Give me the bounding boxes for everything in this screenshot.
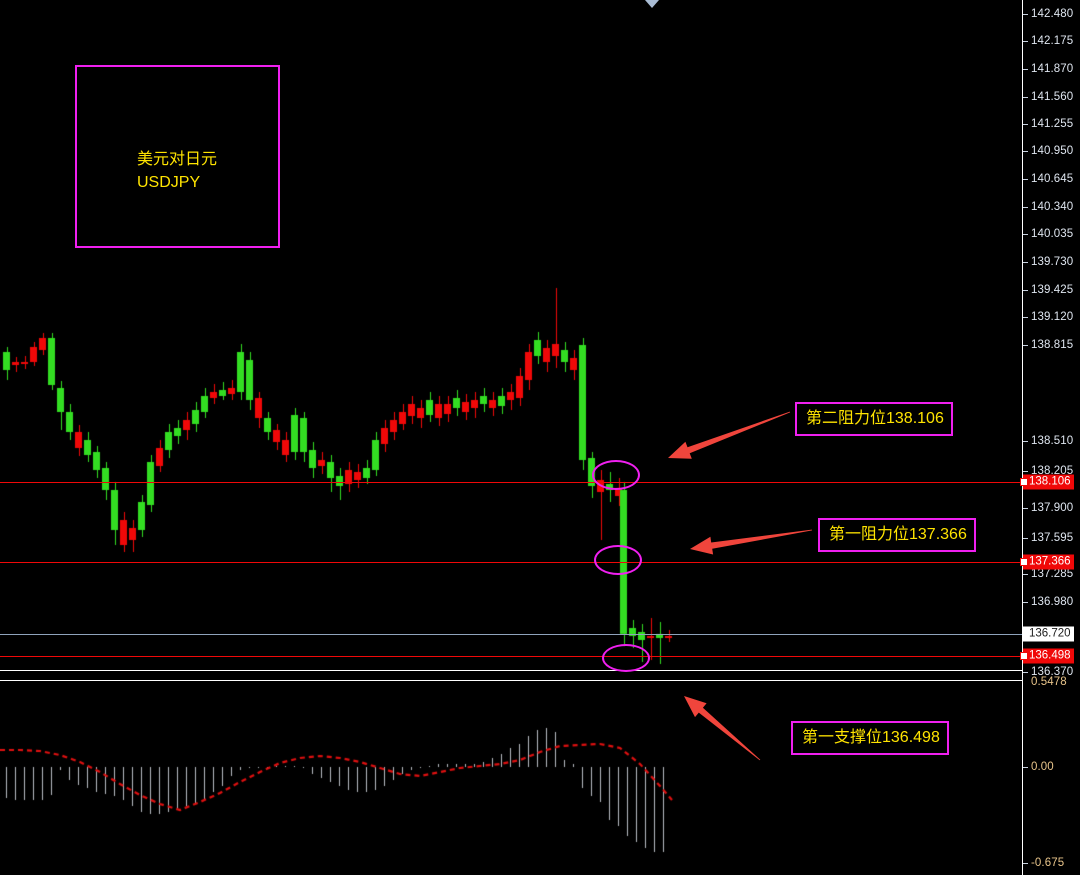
axis-tick-label: 138.205 — [1031, 465, 1074, 477]
indicator-value-label: 0.5478 — [1031, 676, 1067, 688]
axis-tick-label: 138.815 — [1031, 339, 1074, 351]
symbol-title-en: USDJPY — [137, 174, 201, 191]
indicator-axis-tick — [1023, 767, 1028, 768]
price-axis[interactable]: 142.480 142.175 141.870 141.560 141.255 140.9… — [1020, 0, 1080, 875]
axis-tick — [1023, 508, 1028, 509]
axis-tick-label: 139.120 — [1031, 311, 1074, 323]
axis-tick-label: 141.870 — [1031, 63, 1074, 75]
axis-tick — [1023, 290, 1028, 291]
axis-tick-label: 140.340 — [1031, 201, 1074, 213]
axis-tick-label: 139.730 — [1031, 256, 1074, 268]
ellipse-second-resistance — [592, 460, 640, 490]
axis-tick — [1023, 262, 1028, 263]
axis-tick — [1023, 471, 1028, 472]
symbol-title-cn: 美元对日元 — [137, 151, 218, 168]
axis-tick-label: 137.900 — [1031, 502, 1074, 514]
indicator-axis-tick-label: -0.675 — [1031, 857, 1065, 869]
level-line-second-resistance — [0, 482, 1080, 483]
callout-first-support: 第一支撑位136.498 — [791, 721, 949, 755]
axis-tick-label: 136.980 — [1031, 596, 1074, 608]
axis-tick — [1023, 538, 1028, 539]
callout-second-resistance: 第二阻力位138.106 — [795, 402, 953, 436]
axis-tick-label: 142.480 — [1031, 8, 1074, 20]
price-tag-marker — [1020, 478, 1028, 486]
axis-tick — [1023, 124, 1028, 125]
axis-tick — [1023, 14, 1028, 15]
axis-tick-label: 141.255 — [1031, 118, 1074, 130]
axis-tick-label: 138.510 — [1031, 435, 1074, 447]
axis-tick — [1023, 179, 1028, 180]
level-line-current-price — [0, 634, 1080, 635]
axis-tick-label: 139.425 — [1031, 284, 1074, 296]
axis-tick-label: 140.645 — [1031, 173, 1074, 185]
ellipse-first-support — [602, 644, 650, 672]
callout-first-resistance: 第一阻力位137.366 — [818, 518, 976, 552]
axis-tick-label: 137.595 — [1031, 532, 1074, 544]
ellipse-first-resistance — [594, 545, 642, 575]
price-tag[interactable]: 136.498 — [1023, 648, 1074, 664]
level-line-first-support — [0, 656, 1080, 657]
axis-tick-label: 140.035 — [1031, 228, 1074, 240]
axis-tick-label: 137.285 — [1031, 568, 1074, 580]
axis-tick — [1023, 441, 1028, 442]
price-tag-marker — [1020, 652, 1028, 660]
axis-tick — [1023, 317, 1028, 318]
price-tag[interactable]: 137.366 — [1023, 554, 1074, 570]
axis-tick — [1023, 672, 1028, 673]
axis-tick — [1023, 207, 1028, 208]
panel-separator-line — [0, 670, 1080, 671]
level-line-first-resistance — [0, 562, 1080, 563]
indicator-axis-tick-label: 0.00 — [1031, 761, 1054, 773]
panel-separator-line — [0, 680, 1080, 681]
axis-tick-label: 141.560 — [1031, 91, 1074, 103]
axis-tick — [1023, 574, 1028, 575]
axis-tick-label: 142.175 — [1031, 35, 1074, 47]
axis-tick — [1023, 69, 1028, 70]
price-tag-marker — [1020, 558, 1028, 566]
chart-top-marker-icon — [645, 0, 659, 8]
axis-tick — [1023, 234, 1028, 235]
axis-tick — [1023, 602, 1028, 603]
axis-tick — [1023, 41, 1028, 42]
axis-tick-label: 140.950 — [1031, 145, 1074, 157]
axis-tick-label: 136.370 — [1031, 666, 1074, 678]
axis-rule — [1022, 0, 1023, 875]
axis-tick — [1023, 97, 1028, 98]
symbol-title-box: 美元对日元 USDJPY — [75, 65, 280, 248]
price-tag[interactable]: 136.720 — [1023, 626, 1074, 642]
indicator-axis-tick — [1023, 863, 1028, 864]
price-tag[interactable]: 138.106 — [1023, 474, 1074, 490]
axis-tick — [1023, 345, 1028, 346]
axis-tick — [1023, 151, 1028, 152]
